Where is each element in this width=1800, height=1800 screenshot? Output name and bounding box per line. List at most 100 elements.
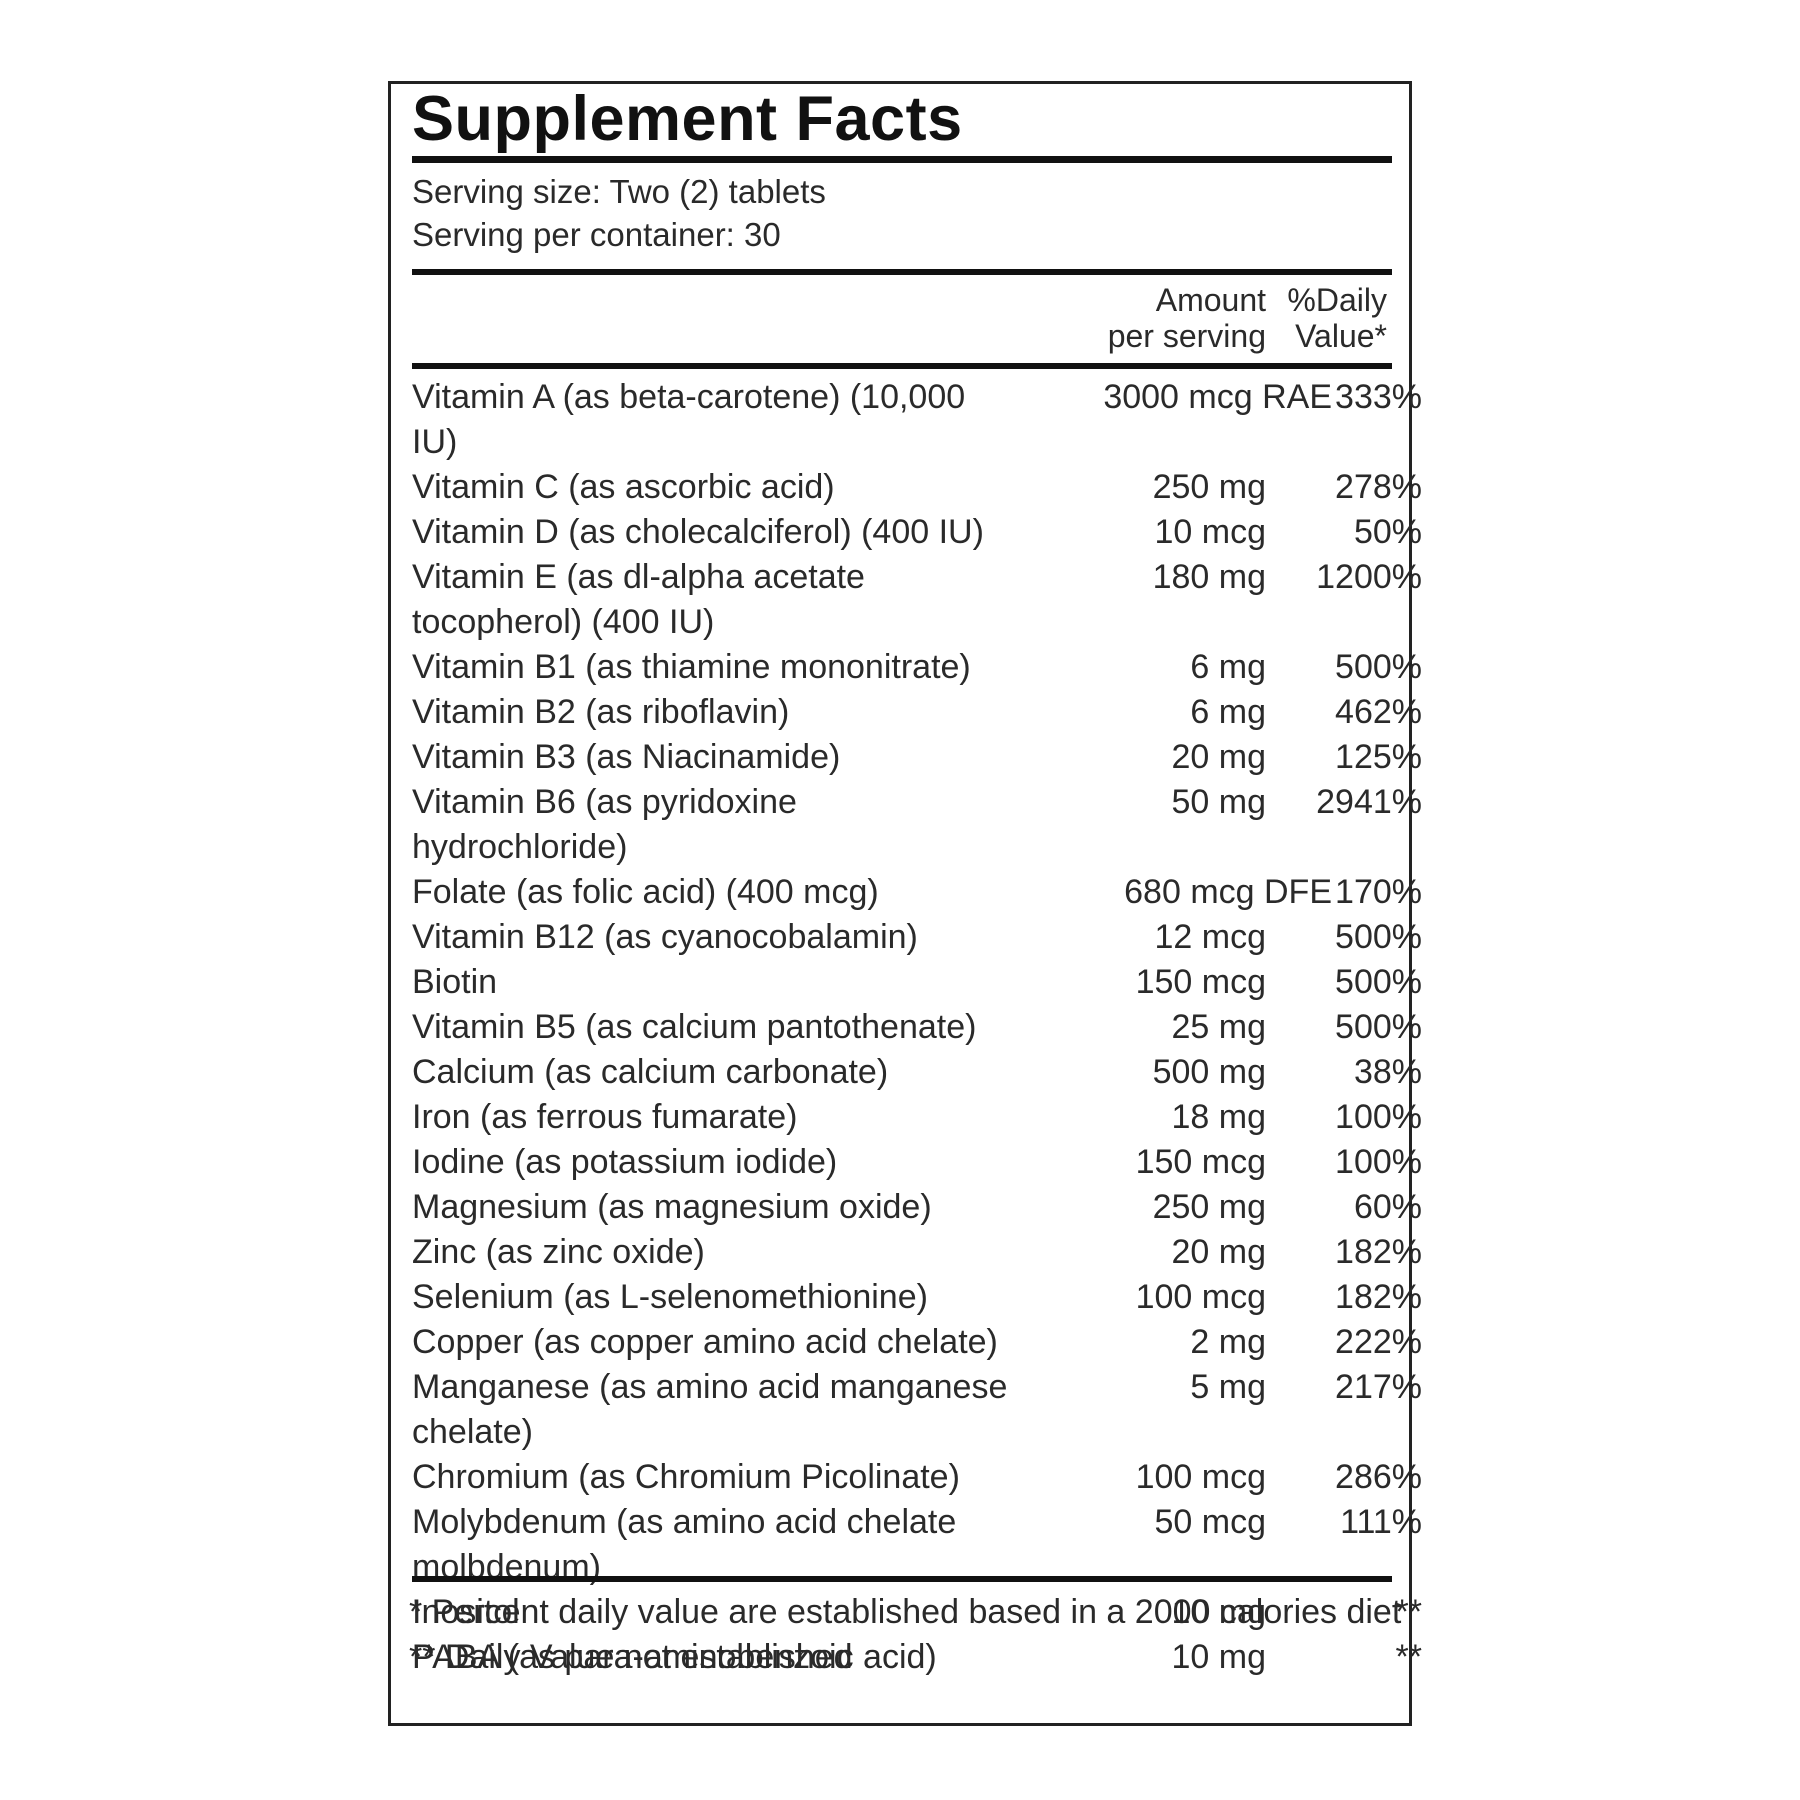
daily-value-header-line1: %Daily	[1287, 282, 1387, 318]
nutrient-amount: 5 mg	[1190, 1368, 1266, 1406]
nutrient-name: Vitamin B1 (as thiamine mononitrate)	[412, 648, 971, 686]
daily-value-header-line2: Value*	[1295, 318, 1387, 354]
nutrient-daily-value: 125%	[1335, 738, 1422, 776]
nutrient-daily-value: 182%	[1335, 1278, 1422, 1316]
nutrient-row: Iron (as ferrous fumarate) 18 mg 100%	[412, 1095, 1422, 1140]
nutrient-row: Inositol 10 mg **	[412, 1590, 1422, 1635]
nutrient-amount: 2 mg	[1190, 1323, 1266, 1361]
nutrient-name: PABA (as para-aminobenzoic acid)	[412, 1638, 937, 1676]
nutrient-name: Zinc (as zinc oxide)	[412, 1233, 705, 1271]
nutrient-row: Magnesium (as magnesium oxide) 250 mg 60%	[412, 1185, 1422, 1230]
footer-divider	[412, 1576, 1392, 1582]
nutrient-row: Vitamin D (as cholecalciferol) (400 IU) 1…	[412, 510, 1422, 555]
nutrient-row: Vitamin E (as dl-alpha acetate tocophero…	[412, 555, 1422, 645]
nutrient-amount: 10 mg	[1171, 1593, 1267, 1631]
nutrient-row: Copper (as copper amino acid chelate) 2 m…	[412, 1320, 1422, 1365]
nutrient-daily-value: 278%	[1335, 468, 1422, 506]
serving-size: Serving size: Two (2) tablets	[412, 173, 826, 210]
nutrient-row: Biotin 150 mcg 500%	[412, 960, 1422, 1005]
nutrient-amount: 50 mg	[1171, 783, 1267, 821]
nutrient-amount: 680 mcg DFE	[1124, 873, 1332, 911]
nutrient-daily-value: 500%	[1335, 963, 1422, 1001]
nutrient-name: Iodine (as potassium iodide)	[412, 1143, 838, 1181]
nutrient-daily-value: **	[1395, 1638, 1422, 1676]
nutrient-name: Biotin	[412, 963, 498, 1001]
nutrient-name: Vitamin A (as beta-carotene) (10,000 IU)	[412, 378, 966, 461]
nutrient-amount: 3000 mcg RAE	[1103, 378, 1332, 416]
nutrient-daily-value: 60%	[1353, 1188, 1422, 1226]
nutrient-daily-value: 500%	[1335, 918, 1422, 956]
header-divider	[412, 363, 1392, 369]
nutrient-name: Vitamin E (as dl-alpha acetate tocophero…	[412, 558, 865, 641]
nutrient-amount: 20 mg	[1171, 1233, 1267, 1271]
nutrient-name: Copper (as copper amino acid chelate)	[412, 1323, 998, 1361]
nutrient-row: Chromium (as Chromium Picolinate) 100 mcg…	[412, 1455, 1422, 1500]
nutrient-amount: 25 mg	[1171, 1008, 1267, 1046]
nutrient-row: Vitamin B6 (as pyridoxine hydrochloride)…	[412, 780, 1422, 870]
nutrient-row: Vitamin C (as ascorbic acid) 250 mg 278%	[412, 465, 1422, 510]
nutrient-name: Calcium (as calcium carbonate)	[412, 1053, 889, 1091]
nutrient-daily-value: 500%	[1335, 1008, 1422, 1046]
servings-per-container: Serving per container: 30	[412, 216, 781, 253]
nutrient-amount: 500 mg	[1152, 1053, 1266, 1091]
nutrient-amount: 100 mcg	[1135, 1458, 1266, 1496]
amount-header-line2: per serving	[1107, 318, 1266, 354]
title-divider	[412, 156, 1392, 163]
nutrient-daily-value: 1200%	[1316, 558, 1422, 596]
nutrient-name: Molybdenum (as amino acid chelate molbde…	[412, 1503, 957, 1586]
nutrient-amount: 150 mcg	[1135, 963, 1266, 1001]
nutrient-name: Vitamin D (as cholecalciferol) (400 IU)	[412, 513, 984, 551]
footnote-not-established: ** Daily Value not established	[409, 1638, 853, 1676]
nutrient-row: Vitamin B3 (as Niacinamide) 20 mg 125%	[412, 735, 1422, 780]
nutrient-daily-value: 182%	[1335, 1233, 1422, 1271]
supplement-facts-panel: Supplement Facts Serving size: Two (2) t…	[388, 81, 1422, 1726]
nutrient-row: Folate (as folic acid) (400 mcg) 680 mcg …	[412, 870, 1422, 915]
nutrient-name: Iron (as ferrous fumarate)	[412, 1098, 798, 1136]
nutrient-amount: 180 mg	[1152, 558, 1266, 596]
nutrient-name: Vitamin B12 (as cyanocobalamin)	[412, 918, 918, 956]
nutrient-table: Vitamin A (as beta-carotene) (10,000 IU)…	[412, 375, 1422, 1680]
nutrient-name: Manganese (as amino acid manganese chela…	[412, 1368, 1008, 1451]
nutrient-name: Chromium (as Chromium Picolinate)	[412, 1458, 960, 1496]
nutrient-name: Vitamin B2 (as riboflavin)	[412, 693, 790, 731]
nutrient-amount: 18 mg	[1171, 1098, 1267, 1136]
nutrient-row: Zinc (as zinc oxide) 20 mg 182%	[412, 1230, 1422, 1275]
nutrient-daily-value: **	[1395, 1593, 1422, 1631]
nutrient-daily-value: 217%	[1335, 1368, 1422, 1406]
nutrient-amount: 10 mg	[1171, 1638, 1267, 1676]
nutrient-row: Manganese (as amino acid manganese chela…	[412, 1365, 1422, 1455]
nutrient-row: Molybdenum (as amino acid chelate molbde…	[412, 1500, 1422, 1590]
nutrient-name: Folate (as folic acid) (400 mcg)	[412, 873, 879, 911]
nutrient-daily-value: 111%	[1340, 1503, 1422, 1541]
nutrient-name: Selenium (as L-selenomethionine)	[412, 1278, 928, 1316]
nutrient-name: Vitamin B5 (as calcium pantothenate)	[412, 1008, 977, 1046]
nutrient-amount: 10 mcg	[1154, 513, 1267, 551]
nutrient-name: Vitamin B3 (as Niacinamide)	[412, 738, 841, 776]
nutrient-amount: 50 mcg	[1154, 1503, 1267, 1541]
nutrient-name: Vitamin C (as ascorbic acid)	[412, 468, 835, 506]
nutrient-daily-value: 100%	[1335, 1098, 1422, 1136]
nutrient-row: Vitamin B1 (as thiamine mononitrate) 6 mg…	[412, 645, 1422, 690]
nutrient-amount: 100 mcg	[1135, 1278, 1266, 1316]
nutrient-daily-value: 462%	[1335, 693, 1422, 731]
nutrient-row: Vitamin A (as beta-carotene) (10,000 IU)…	[412, 375, 1422, 465]
serving-divider	[412, 269, 1392, 275]
nutrient-row: Vitamin B12 (as cyanocobalamin) 12 mcg 500…	[412, 915, 1422, 960]
amount-header-line1: Amount	[1155, 282, 1266, 318]
nutrient-row: Iodine (as potassium iodide) 150 mcg 100%	[412, 1140, 1422, 1185]
nutrient-daily-value: 2941%	[1316, 783, 1422, 821]
nutrient-amount: 150 mcg	[1135, 1143, 1266, 1181]
nutrient-daily-value: 333%	[1335, 378, 1422, 416]
nutrient-amount: 250 mg	[1152, 468, 1266, 506]
nutrient-daily-value: 50%	[1353, 513, 1422, 551]
nutrient-row: Calcium (as calcium carbonate) 500 mg 38%	[412, 1050, 1422, 1095]
nutrient-daily-value: 222%	[1335, 1323, 1422, 1361]
nutrient-amount: 6 mg	[1190, 693, 1266, 731]
nutrient-daily-value: 100%	[1335, 1143, 1422, 1181]
nutrient-amount: 250 mg	[1152, 1188, 1266, 1226]
panel-title: Supplement Facts	[412, 84, 963, 154]
nutrient-row: PABA (as para-aminobenzoic acid) 10 mg **	[412, 1635, 1422, 1680]
nutrient-name: Magnesium (as magnesium oxide)	[412, 1188, 932, 1226]
nutrient-daily-value: 38%	[1353, 1053, 1422, 1091]
nutrient-daily-value: 286%	[1335, 1458, 1422, 1496]
